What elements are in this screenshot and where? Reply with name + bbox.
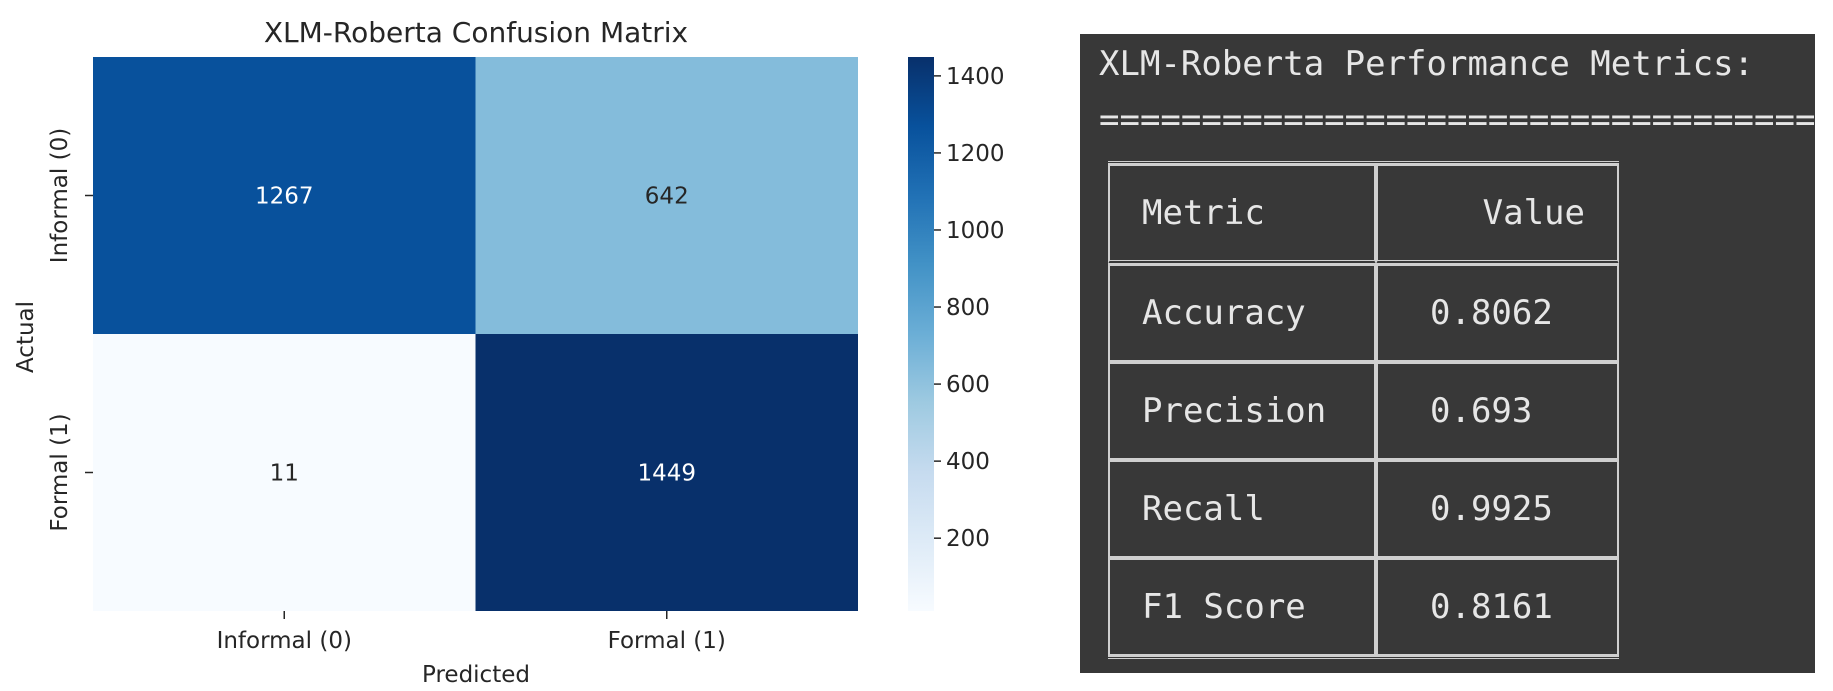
heatmap-cell bbox=[93, 57, 476, 334]
heatmap-cells: 1267 642 11 1449 bbox=[93, 57, 858, 611]
y-tick-label: Informal (0) bbox=[47, 128, 73, 263]
x-axis-label: Predicted bbox=[422, 662, 530, 688]
metric-name: Accuracy bbox=[1108, 264, 1376, 362]
metric-name: Recall bbox=[1108, 460, 1376, 558]
header-value: Value bbox=[1376, 164, 1619, 264]
metrics-divider: =================================== bbox=[1099, 100, 1815, 140]
metric-name: F1 Score bbox=[1108, 558, 1376, 656]
cell-value-label: 11 bbox=[270, 461, 299, 487]
colorbar-tick-label: 1400 bbox=[946, 64, 1005, 90]
metrics-table: Metric Value Accuracy 0.8062 Precision 0… bbox=[1108, 161, 1619, 659]
colorbar-tick-label: 600 bbox=[946, 372, 990, 398]
colorbar bbox=[908, 57, 934, 611]
metrics-header-row: Metric Value bbox=[1108, 164, 1619, 264]
confusion-matrix-chart: XLM-Roberta Confusion Matrix 1267 642 11 14… bbox=[13, 16, 1005, 688]
x-tick-label: Formal (1) bbox=[608, 628, 726, 654]
table-row: Recall 0.9925 bbox=[1108, 460, 1619, 558]
metric-value: 0.693 bbox=[1376, 362, 1619, 460]
cell-value-label: 1267 bbox=[255, 184, 314, 210]
x-axis-ticks: Informal (0) Formal (1) bbox=[217, 611, 726, 654]
x-tick-label: Informal (0) bbox=[217, 628, 352, 654]
colorbar-tick-label: 400 bbox=[946, 449, 990, 475]
colorbar-tick-label: 1000 bbox=[946, 218, 1005, 244]
table-row: Accuracy 0.8062 bbox=[1108, 264, 1619, 362]
metric-value: 0.8062 bbox=[1376, 264, 1619, 362]
heatmap-cell bbox=[93, 334, 476, 611]
table-row: Precision 0.693 bbox=[1108, 362, 1619, 460]
cell-value-label: 642 bbox=[645, 184, 689, 210]
metric-name: Precision bbox=[1108, 362, 1376, 460]
header-metric: Metric bbox=[1108, 164, 1376, 264]
colorbar-tick-label: 800 bbox=[946, 295, 990, 321]
metrics-panel: XLM-Roberta Performance Metrics: =======… bbox=[1080, 34, 1815, 673]
colorbar-tick-label: 1200 bbox=[946, 141, 1005, 167]
table-row: F1 Score 0.8161 bbox=[1108, 558, 1619, 656]
y-axis-label: Actual bbox=[13, 301, 39, 373]
metric-value: 0.9925 bbox=[1376, 460, 1619, 558]
y-tick-label: Formal (1) bbox=[47, 413, 73, 531]
heatmap-cell bbox=[475, 57, 858, 334]
metric-value: 0.8161 bbox=[1376, 558, 1619, 656]
cell-value-label: 1449 bbox=[637, 461, 696, 487]
chart-title: XLM-Roberta Confusion Matrix bbox=[264, 16, 688, 49]
metrics-title: XLM-Roberta Performance Metrics: bbox=[1099, 44, 1755, 84]
y-axis-ticks: Informal (0) Formal (1) bbox=[47, 128, 93, 532]
colorbar-tick-label: 200 bbox=[946, 526, 990, 552]
colorbar-ticks: 200 400 600 800 1000 1200 1400 bbox=[934, 64, 1005, 552]
heatmap-cell bbox=[475, 334, 858, 611]
